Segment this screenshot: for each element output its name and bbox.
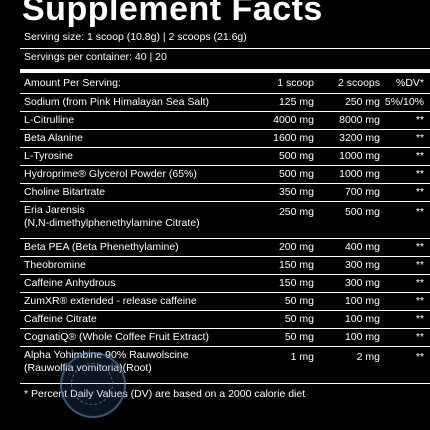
servings-per-container: Servings per container: 40 | 20: [24, 51, 167, 63]
amount-two-scoops: 250 mg: [316, 93, 382, 112]
header-two-scoops: 2 scoops: [316, 73, 382, 94]
amount-two-scoops: 8000 mg: [316, 111, 382, 130]
header-amount: Amount Per Serving:: [20, 73, 248, 94]
amount-one-scoop: 250 mg: [248, 201, 316, 239]
ingredient-name-line: CognatiQ® (Whole Coffee Fruit Extract): [24, 331, 209, 343]
ingredient-name: ZumXR® extended - release caffeine: [20, 292, 248, 311]
daily-value: 5%/10%: [382, 93, 430, 112]
amount-one-scoop: 50 mg: [248, 328, 316, 347]
ingredient-name-line-2: (N,N-dimethylphenethylamine Citrate): [24, 217, 200, 229]
table-row: Eria Jarensis (N,N-dimethylphenethylamine…: [20, 201, 430, 239]
ingredient-name: Theobromine: [20, 256, 248, 275]
ingredient-name-line: L-Citrulline: [24, 114, 75, 126]
amount-two-scoops: 3200 mg: [316, 129, 382, 148]
facts-table: Amount Per Serving: 1 scoop 2 scoops %DV…: [20, 73, 430, 384]
daily-value: **: [382, 256, 430, 275]
ingredient-name: Choline Bitartrate: [20, 183, 248, 202]
table-row: Beta Alanine 1600 mg 3200 mg **: [20, 129, 430, 148]
ingredient-name: Sodium (from Pink Himalayan Sea Salt): [20, 93, 248, 112]
ingredient-name: Alpha Yohimbine 90% Rauwolscine (Rauwolfi…: [20, 346, 248, 384]
table-row: CognatiQ® (Whole Coffee Fruit Extract) 50…: [20, 328, 430, 347]
ingredient-name: L-Citrulline: [20, 111, 248, 130]
divider: [20, 48, 430, 49]
ingredient-name-line: Hydroprime® Glycerol Powder (65%): [24, 168, 197, 180]
daily-value: **: [382, 328, 430, 347]
table-row: Caffeine Anhydrous 150 mg 300 mg **: [20, 274, 430, 293]
amount-two-scoops: 1000 mg: [316, 147, 382, 166]
ingredient-name-line: Sodium (from Pink Himalayan Sea Salt): [24, 96, 209, 108]
daily-value: **: [382, 183, 430, 202]
daily-value: **: [382, 274, 430, 293]
thick-divider: [20, 69, 430, 73]
ingredient-name-line: Beta Alanine: [24, 132, 83, 144]
ingredient-name: Caffeine Anhydrous: [20, 274, 248, 293]
amount-one-scoop: 1600 mg: [248, 129, 316, 148]
amount-two-scoops: 100 mg: [316, 328, 382, 347]
amount-one-scoop: 350 mg: [248, 183, 316, 202]
ingredient-name-line: Theobromine: [24, 259, 86, 271]
header-one-scoop: 1 scoop: [248, 73, 316, 94]
amount-two-scoops: 300 mg: [316, 274, 382, 293]
daily-value: **: [382, 238, 430, 257]
daily-value: **: [382, 147, 430, 166]
amount-two-scoops: 100 mg: [316, 292, 382, 311]
table-row: Sodium (from Pink Himalayan Sea Salt) 125…: [20, 93, 430, 112]
amount-one-scoop: 200 mg: [248, 238, 316, 257]
daily-value: **: [382, 111, 430, 130]
amount-two-scoops: 2 mg: [316, 346, 382, 384]
ingredient-name: Beta Alanine: [20, 129, 248, 148]
table-row: Hydroprime® Glycerol Powder (65%) 500 mg 1…: [20, 165, 430, 184]
amount-two-scoops: 400 mg: [316, 238, 382, 257]
daily-value: **: [382, 310, 430, 329]
ingredient-name-line: Eria Jarensis: [24, 204, 85, 216]
ingredient-name-line: ZumXR® extended - release caffeine: [24, 295, 197, 307]
table-row: Theobromine 150 mg 300 mg **: [20, 256, 430, 275]
daily-value: **: [382, 129, 430, 148]
amount-two-scoops: 300 mg: [316, 256, 382, 275]
table-row: Beta PEA (Beta Phenethylamine) 200 mg 400 …: [20, 238, 430, 257]
ingredient-name-line: Caffeine Anhydrous: [24, 277, 116, 289]
table-row: Alpha Yohimbine 90% Rauwolscine (Rauwolfi…: [20, 346, 430, 384]
amount-two-scoops: 1000 mg: [316, 165, 382, 184]
amount-one-scoop: 50 mg: [248, 310, 316, 329]
amount-one-scoop: 500 mg: [248, 147, 316, 166]
amount-two-scoops: 500 mg: [316, 201, 382, 239]
table-header-row: Amount Per Serving: 1 scoop 2 scoops %DV…: [20, 73, 430, 94]
ingredient-name-line: Caffeine Citrate: [24, 313, 97, 325]
ingredient-name-line: Beta PEA (Beta Phenethylamine): [24, 241, 179, 253]
ingredient-name: CognatiQ® (Whole Coffee Fruit Extract): [20, 328, 248, 347]
ingredient-name-line-2: (Rauwolfia vomitoria)(Root): [24, 362, 152, 374]
table-row: Caffeine Citrate 50 mg 100 mg **: [20, 310, 430, 329]
amount-one-scoop: 150 mg: [248, 256, 316, 275]
watermark-seal: [60, 352, 126, 418]
table-row: L-Tyrosine 500 mg 1000 mg **: [20, 147, 430, 166]
panel-title: Supplement Facts: [22, 0, 323, 28]
amount-one-scoop: 50 mg: [248, 292, 316, 311]
daily-value: **: [382, 165, 430, 184]
ingredient-name-line: L-Tyrosine: [24, 150, 74, 162]
ingredient-name: Hydroprime® Glycerol Powder (65%): [20, 165, 248, 184]
amount-two-scoops: 100 mg: [316, 310, 382, 329]
daily-value: **: [382, 292, 430, 311]
amount-one-scoop: 4000 mg: [248, 111, 316, 130]
table-row: Choline Bitartrate 350 mg 700 mg **: [20, 183, 430, 202]
ingredient-name: Caffeine Citrate: [20, 310, 248, 329]
header-daily-value: %DV*: [382, 73, 430, 94]
ingredient-name: Beta PEA (Beta Phenethylamine): [20, 238, 248, 257]
amount-one-scoop: 125 mg: [248, 93, 316, 112]
ingredient-name: L-Tyrosine: [20, 147, 248, 166]
ingredient-name: Eria Jarensis (N,N-dimethylphenethylamine…: [20, 201, 248, 239]
amount-one-scoop: 500 mg: [248, 165, 316, 184]
amount-one-scoop: 1 mg: [248, 346, 316, 384]
daily-value: **: [382, 201, 430, 239]
table-row: ZumXR® extended - release caffeine 50 mg 1…: [20, 292, 430, 311]
ingredient-name-line: Choline Bitartrate: [24, 186, 106, 198]
amount-two-scoops: 700 mg: [316, 183, 382, 202]
amount-one-scoop: 150 mg: [248, 274, 316, 293]
ingredient-name-line: Alpha Yohimbine 90% Rauwolscine: [24, 349, 189, 361]
table-row: L-Citrulline 4000 mg 8000 mg **: [20, 111, 430, 130]
serving-size: Serving size: 1 scoop (10.8g) | 2 scoops…: [24, 31, 247, 43]
daily-value: **: [382, 346, 430, 384]
